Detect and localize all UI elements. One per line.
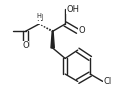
Text: O: O (22, 41, 29, 50)
Text: H: H (37, 13, 41, 19)
Text: Cl: Cl (104, 77, 112, 86)
Text: OH: OH (66, 5, 79, 14)
Text: O: O (79, 26, 85, 35)
Polygon shape (51, 31, 54, 48)
Text: N: N (36, 14, 42, 24)
